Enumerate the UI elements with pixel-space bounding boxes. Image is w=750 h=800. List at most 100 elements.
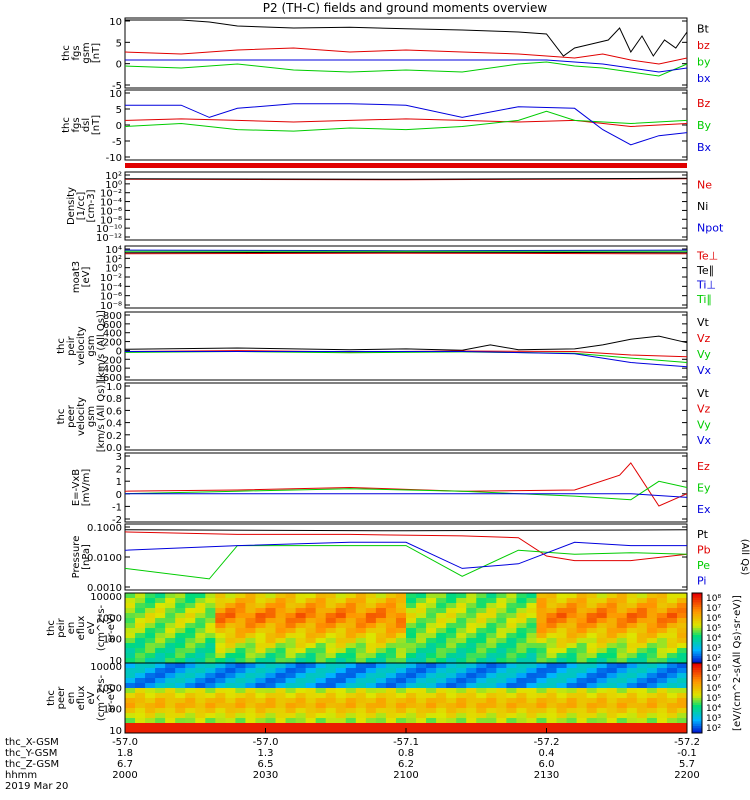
spectrogram-cell — [205, 698, 216, 704]
spectrogram-cell — [656, 668, 668, 674]
spectrogram-cell — [215, 693, 226, 699]
spectrogram-cell — [365, 698, 377, 704]
spectrogram-cell — [616, 688, 628, 694]
spectrogram-cell — [626, 618, 638, 624]
spectrogram-cell — [676, 683, 688, 689]
spectrogram-cell — [255, 603, 266, 609]
spectrogram-cell — [375, 693, 387, 699]
spectrogram-cell — [275, 708, 287, 714]
spectrogram-cell — [315, 658, 327, 664]
spectrogram-cell — [315, 623, 327, 629]
spectrogram-cell — [315, 648, 327, 654]
spectrogram-cell — [315, 718, 327, 724]
spectrogram-cell — [516, 623, 527, 629]
spectrogram-cell — [395, 643, 407, 649]
spectrogram-cell — [626, 663, 638, 669]
y-tick-label: 0.6 — [106, 406, 122, 417]
spectrogram-cell — [466, 653, 477, 659]
spectrogram-cell — [426, 713, 437, 719]
spectrogram-cell — [436, 698, 447, 704]
legend-By: By — [697, 119, 712, 132]
spectrogram-cell — [265, 688, 277, 694]
spectrogram-cell — [426, 608, 437, 614]
spectrogram-cell — [175, 603, 186, 609]
spectrogram-cell — [576, 613, 588, 619]
series-group-density — [124, 177, 688, 181]
spectrogram-cell — [155, 608, 166, 614]
spectrogram-cell — [466, 683, 477, 689]
spectrogram-cell — [345, 713, 357, 719]
spectrogram-cell — [225, 603, 236, 609]
spectrogram-cell — [546, 698, 558, 704]
series-line-Bz — [124, 118, 688, 128]
spectrogram-cell — [155, 648, 166, 654]
spectrogram-cell — [536, 673, 547, 679]
colorbar-swatch — [692, 607, 702, 610]
spectrogram-cell — [576, 703, 588, 709]
spectrogram-cell — [556, 708, 568, 714]
spectrogram-cell — [135, 663, 146, 669]
spectrogram-cell — [205, 623, 216, 629]
spectrogram-cell — [576, 628, 588, 634]
y-axis-label-line: thc — [46, 620, 57, 636]
spectrogram-cell — [205, 608, 216, 614]
spectrogram-cell — [355, 708, 367, 714]
spectrogram-cell — [135, 643, 146, 649]
spectrogram-cell — [335, 688, 347, 694]
spectrogram-cell — [476, 628, 487, 634]
colorbar-swatch — [692, 730, 702, 734]
colorbar-swatch — [692, 709, 702, 713]
spectrogram-cell — [436, 673, 447, 679]
y-tick-label: 10 — [109, 726, 122, 737]
spectrogram-cell — [606, 703, 618, 709]
y-tick-label: 10 — [109, 656, 122, 667]
y-axis-label: Pressure [nPa] — [71, 536, 92, 579]
colorbar-frame — [691, 662, 703, 734]
spectrogram-cell — [375, 633, 387, 639]
spectrogram-cell — [446, 728, 457, 734]
spectrogram-cell — [596, 593, 608, 599]
spectrogram-cell — [616, 698, 628, 704]
spectrogram-cell — [315, 663, 327, 669]
spectrogram-cell — [656, 633, 668, 639]
spectrogram-cell — [175, 628, 186, 634]
spectrogram-cell — [416, 653, 427, 659]
spectrogram-cell — [255, 698, 266, 704]
spectrogram-cell — [476, 718, 487, 724]
spectrogram-cell — [676, 653, 688, 659]
spectrogram-cell — [145, 708, 156, 714]
spectrogram-cell — [175, 698, 186, 704]
spectrogram-cell — [235, 678, 246, 684]
spectrogram-cell — [446, 653, 457, 659]
spectrogram-cell — [235, 628, 246, 634]
y-tick-label: 0 — [116, 490, 122, 501]
spectrogram-cell — [426, 683, 437, 689]
spectrogram-cell — [355, 603, 367, 609]
spectrogram-cell — [145, 723, 156, 729]
spectrogram-cell — [666, 718, 678, 724]
spectrogram-cell — [556, 683, 568, 689]
spectrogram-cell — [586, 598, 598, 604]
spectrogram-cell — [466, 713, 477, 719]
spectrogram-cell — [165, 668, 176, 674]
spectrogram-cell — [335, 638, 347, 644]
spectrogram-cell — [436, 688, 447, 694]
spectrogram-cell — [486, 633, 497, 639]
spectrogram-cell — [566, 648, 578, 654]
spectrogram-cell — [395, 653, 407, 659]
spectrogram-peer_eflux — [124, 662, 688, 734]
spectrogram-cell — [215, 598, 226, 604]
spectrogram-cell — [275, 693, 287, 699]
spectrogram-cell — [486, 728, 497, 734]
spectrogram-cell — [506, 728, 517, 734]
spectrogram-cell — [636, 708, 648, 714]
spectrogram-cell — [486, 663, 497, 669]
spectrogram-cell — [245, 638, 256, 644]
spectrogram-cell — [355, 623, 367, 629]
spectrogram-cell — [486, 718, 497, 724]
spectrogram-cell — [546, 723, 558, 729]
colorbar-swatch — [692, 719, 702, 722]
colorbar-swatch — [692, 649, 702, 652]
spectrogram-cell — [395, 618, 407, 624]
